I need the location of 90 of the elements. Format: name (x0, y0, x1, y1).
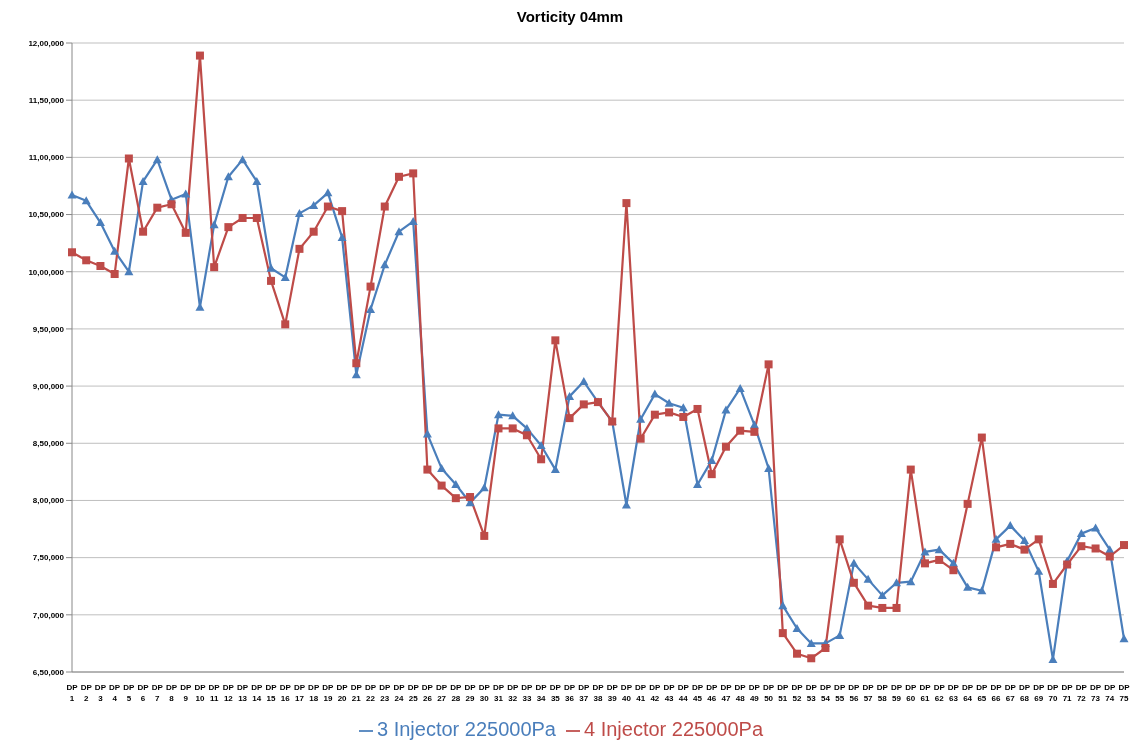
x-tick-label: DP 64 (962, 683, 974, 703)
x-tick-label: DP 69 (1033, 683, 1045, 703)
x-tick-label: DP 72 (1075, 683, 1088, 703)
x-tick-label: DP 15 (265, 683, 278, 703)
x-tick-label: DP 37 (578, 683, 590, 703)
x-tick-label: DP 45 (691, 683, 704, 703)
x-tick-label: DP 2 (80, 683, 93, 703)
x-tick-label: DP 32 (507, 683, 519, 703)
x-tick-label: DP 10 (194, 683, 207, 703)
x-tick-label: DP 50 (763, 683, 775, 703)
x-tick-label: DP 35 (549, 683, 562, 703)
x-tick-label: DP 5 (123, 683, 136, 703)
y-tick-label: 10,50,000 (28, 210, 65, 220)
x-tick-label: DP 16 (279, 683, 292, 703)
y-tick-label: 11,50,000 (28, 96, 65, 106)
x-tick-label: DP 18 (308, 683, 320, 703)
x-tick-label: DP 6 (137, 683, 150, 703)
y-tick-label: 9,00,000 (32, 381, 65, 391)
x-tick-label: DP 65 (976, 683, 989, 703)
x-tick-label: DP 74 (1104, 683, 1116, 703)
y-tick-label: 7,50,000 (32, 553, 65, 563)
y-tick-label: 9,50,000 (32, 324, 65, 334)
x-tick-label: DP 53 (805, 683, 818, 703)
x-tick-label: DP 34 (535, 683, 548, 703)
x-tick-label: DP 9 (180, 683, 192, 703)
x-tick-label: DP 24 (393, 683, 406, 703)
x-tick-label: DP 13 (237, 683, 249, 703)
x-tick-label: DP 19 (322, 683, 335, 703)
x-tick-label: DP 7 (151, 683, 164, 703)
legend-label: 3 Injector 225000Pa (376, 718, 556, 740)
x-tick-label: DP 58 (876, 683, 889, 703)
x-tick-label: DP 3 (94, 683, 107, 703)
x-tick-label: DP 62 (933, 683, 946, 703)
x-tick-label: DP 68 (1018, 683, 1031, 703)
y-tick-label: 10,00,000 (28, 267, 65, 277)
x-tick-label: DP 54 (819, 683, 832, 703)
y-tick-label: 12,00,000 (28, 38, 65, 48)
x-tick-label: DP 55 (834, 683, 846, 703)
x-tick-label: DP 22 (364, 683, 377, 703)
x-tick-label: DP 42 (649, 683, 662, 703)
x-tick-label: DP 39 (606, 683, 619, 703)
x-tick-label: DP 21 (350, 683, 363, 703)
x-tick-label: DP 47 (720, 683, 733, 703)
x-tick-label: DP 23 (379, 683, 391, 703)
x-tick-label: DP 4 (109, 683, 121, 703)
x-tick-label: DP 46 (706, 683, 718, 703)
x-tick-label: DP 60 (905, 683, 917, 703)
x-tick-label: DP 25 (407, 683, 420, 703)
y-tick-label: 8,00,000 (32, 496, 65, 506)
chart-title: Vorticity 04mm (515, 8, 625, 25)
x-tick-label: DP 59 (890, 683, 903, 703)
x-tick-label: DP 61 (919, 683, 932, 703)
y-tick-label: 7,00,000 (32, 610, 65, 620)
x-tick-label: DP 31 (492, 683, 505, 703)
x-tick-label: DP 75 (1118, 683, 1131, 703)
x-tick-label: DP 44 (677, 683, 690, 703)
x-tick-label: DP 67 (1004, 683, 1017, 703)
x-tick-label: DP 12 (222, 683, 235, 703)
x-tick-label: DP 1 (66, 683, 79, 703)
x-tick-label: DP 66 (990, 683, 1003, 703)
x-tick-label: DP 8 (165, 683, 178, 703)
x-tick-label: DP 29 (464, 683, 477, 703)
x-tick-label: DP 71 (1061, 683, 1074, 703)
x-tick-label: DP 48 (734, 683, 747, 703)
x-tick-label: DP 36 (564, 683, 576, 703)
x-tick-label: DP 43 (663, 683, 676, 703)
x-tick-label: DP 30 (478, 683, 491, 703)
x-tick-label: DP 57 (862, 683, 875, 703)
x-tick-label: DP 26 (421, 683, 434, 703)
x-tick-label: DP 11 (208, 683, 221, 703)
y-tick-label: 6,50,000 (32, 667, 65, 677)
x-tick-label: DP 52 (791, 683, 804, 703)
x-tick-label: DP 73 (1090, 683, 1102, 703)
x-tick-label: DP 17 (293, 683, 306, 703)
x-tick-label: DP 70 (1047, 683, 1060, 703)
x-tick-label: DP 63 (947, 683, 960, 703)
legend-label: 4 Injector 225000Pa (584, 718, 764, 740)
x-tick-label: DP 14 (251, 683, 264, 703)
x-tick-label: DP 51 (777, 683, 790, 703)
y-tick-label: 8,50,000 (32, 439, 65, 449)
y-tick-label: 11,00,000 (28, 153, 65, 163)
x-tick-label: DP 33 (521, 683, 534, 703)
x-tick-label: DP 38 (592, 683, 605, 703)
x-tick-label: DP 27 (436, 683, 448, 703)
x-tick-label: DP 56 (848, 683, 861, 703)
x-tick-label: DP 49 (748, 683, 761, 703)
x-tick-label: DP 41 (635, 683, 647, 703)
x-tick-label: DP 40 (620, 683, 633, 703)
x-tick-label: DP 28 (450, 683, 463, 703)
x-tick-label: DP 20 (336, 683, 349, 703)
